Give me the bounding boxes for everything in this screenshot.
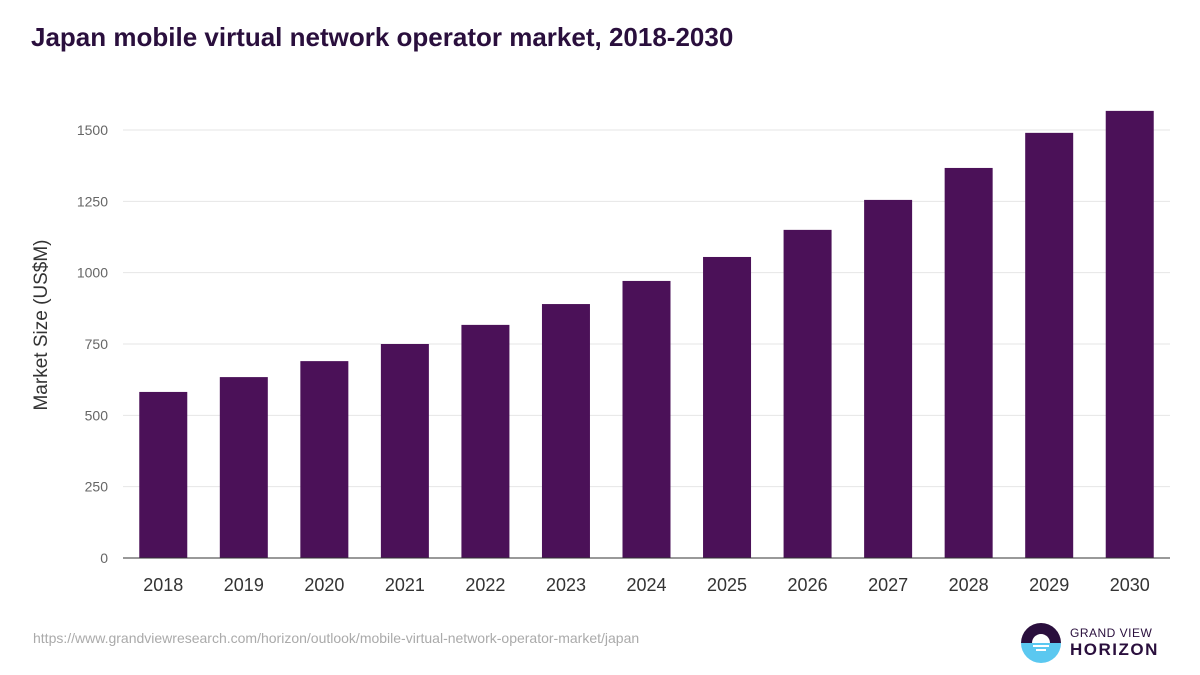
logo-line2: HORIZON xyxy=(1070,640,1159,659)
bar-2019 xyxy=(219,377,268,558)
y-tick-label: 0 xyxy=(100,550,108,566)
x-tick-label: 2021 xyxy=(385,575,425,595)
bar-2022 xyxy=(461,324,510,558)
y-tick-label: 1250 xyxy=(77,193,108,209)
x-tick-label: 2020 xyxy=(304,575,344,595)
bar-2026 xyxy=(783,229,832,558)
x-tick-label: 2028 xyxy=(949,575,989,595)
x-tick-label: 2027 xyxy=(868,575,908,595)
bar-2020 xyxy=(300,361,349,558)
bar-2030 xyxy=(1105,110,1154,559)
bar-2025 xyxy=(703,256,752,558)
logo-line1: GRAND VIEW xyxy=(1070,626,1153,640)
y-tick-label: 1000 xyxy=(77,265,108,281)
x-tick-label: 2024 xyxy=(626,575,666,595)
chart-title: Japan mobile virtual network operator ma… xyxy=(31,22,734,52)
y-tick-label: 250 xyxy=(85,479,109,495)
x-tick-label: 2030 xyxy=(1110,575,1150,595)
bar-2024 xyxy=(622,280,671,558)
x-tick-label: 2022 xyxy=(465,575,505,595)
bar-2027 xyxy=(864,199,913,558)
source-url[interactable]: https://www.grandviewresearch.com/horizo… xyxy=(33,630,640,646)
horizon-logo-icon xyxy=(1021,623,1061,663)
y-tick-label: 1500 xyxy=(77,122,108,138)
x-tick-label: 2025 xyxy=(707,575,747,595)
bar-2023 xyxy=(541,304,590,558)
bar-2028 xyxy=(944,167,993,558)
x-tick-label: 2018 xyxy=(143,575,183,595)
y-tick-label: 750 xyxy=(85,336,109,352)
y-tick-label: 500 xyxy=(85,407,109,423)
bar-2029 xyxy=(1025,132,1074,558)
x-tick-label: 2029 xyxy=(1029,575,1069,595)
bar-2018 xyxy=(139,391,188,558)
y-axis-label: Market Size (US$M) xyxy=(31,239,52,410)
bar-2021 xyxy=(380,344,429,558)
x-tick-label: 2026 xyxy=(788,575,828,595)
x-tick-label: 2019 xyxy=(224,575,264,595)
grand-view-horizon-logo: GRAND VIEW HORIZON xyxy=(1020,622,1159,664)
x-tick-label: 2023 xyxy=(546,575,586,595)
